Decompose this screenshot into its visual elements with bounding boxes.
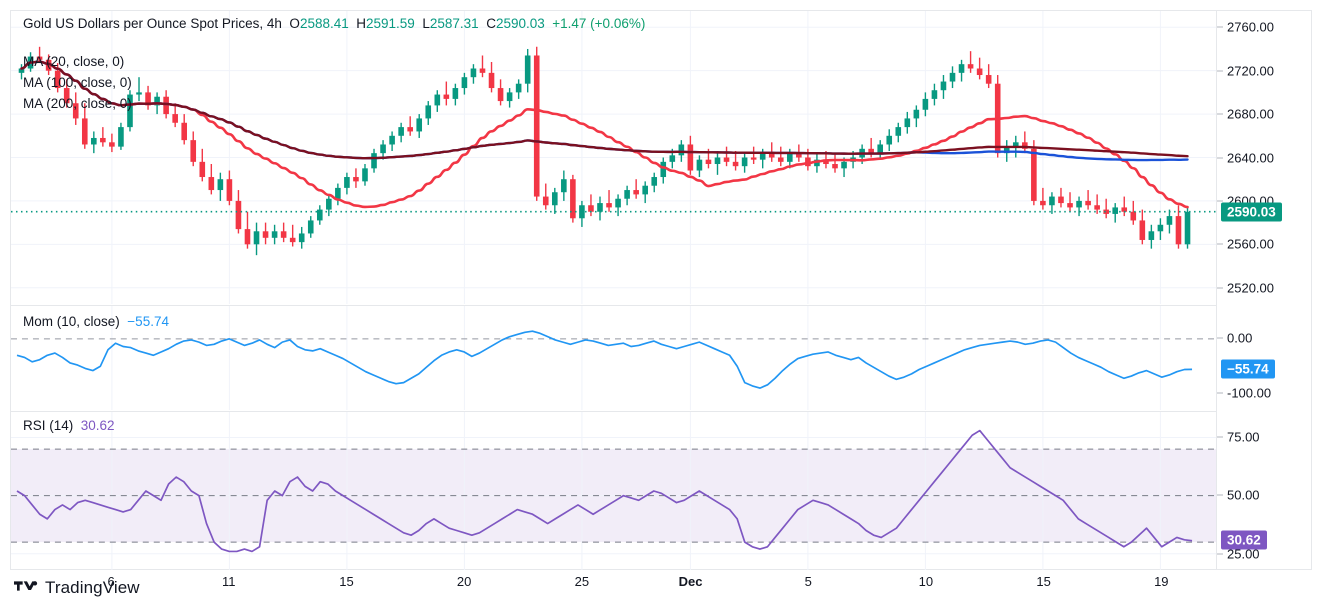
time-tick-label: 20	[456, 574, 472, 589]
axis-tick	[1217, 157, 1223, 158]
price-scale-axis[interactable]: 2760.00 2720.00 2680.00 2640.00 2600.00 2560.…	[1216, 11, 1311, 569]
time-tick-label: Dec	[678, 574, 703, 589]
time-tick-label: 6	[107, 574, 115, 589]
rsi-value-badge[interactable]: 30.62	[1221, 530, 1267, 550]
momentum-tick-label: 0.00	[1227, 330, 1253, 346]
axis-tick	[1217, 243, 1223, 245]
axis-tick	[1217, 70, 1223, 72]
momentum-pane[interactable]: Mom (10, close) −55.74	[11, 305, 1216, 410]
momentum-tick-label: -100.00	[1227, 385, 1272, 401]
axis-tick	[1217, 337, 1223, 339]
price-tick-label: 2640.00	[1227, 150, 1274, 165]
time-tick-label: 15	[1036, 574, 1051, 589]
price-pane[interactable]	[11, 11, 1216, 304]
time-tick-label: 25	[574, 574, 590, 589]
axis-tick	[1217, 494, 1223, 496]
time-tick-label: 19	[1154, 574, 1169, 589]
rsi-tick-label: 50.00	[1227, 487, 1260, 503]
axis-tick	[1217, 200, 1223, 202]
rsi-tick-label: 75.00	[1227, 429, 1260, 445]
chart-frame: Gold US Dollars per Ounce Spot Prices, 4…	[10, 10, 1312, 570]
time-tick-label: 11	[222, 574, 236, 589]
price-tick-label: 2520.00	[1227, 280, 1274, 296]
price-tick-label: 2680.00	[1227, 106, 1274, 122]
time-scale-axis[interactable]: 6 11 15 20 25 Dec 5 10 15 19	[10, 570, 1312, 596]
chart-plot-area[interactable]: Gold US Dollars per Ounce Spot Prices, 4…	[11, 11, 1216, 570]
axis-tick	[1217, 287, 1223, 289]
time-tick-label: 10	[918, 574, 934, 589]
axis-tick	[1217, 113, 1223, 115]
tradingview-wordmark: TradingView	[45, 578, 140, 597]
price-tick-label: 2720.00	[1227, 63, 1274, 79]
axis-tick	[1217, 553, 1223, 555]
tradingview-mark-icon	[14, 581, 38, 591]
current-price-badge[interactable]: 2590.03	[1221, 202, 1282, 222]
momentum-value-badge[interactable]: −55.74	[1221, 359, 1275, 379]
time-tick-label: 5	[804, 574, 812, 589]
price-tick-label: 2760.00	[1227, 19, 1274, 35]
rsi-pane[interactable]: RSI (14) 30.62	[11, 411, 1216, 570]
axis-tick	[1217, 392, 1223, 394]
axis-tick	[1217, 436, 1223, 438]
price-tick-label: 2560.00	[1227, 236, 1274, 252]
axis-tick	[1217, 26, 1223, 28]
time-tick-label: 15	[339, 574, 354, 589]
tradingview-logo: TradingView	[14, 578, 140, 598]
